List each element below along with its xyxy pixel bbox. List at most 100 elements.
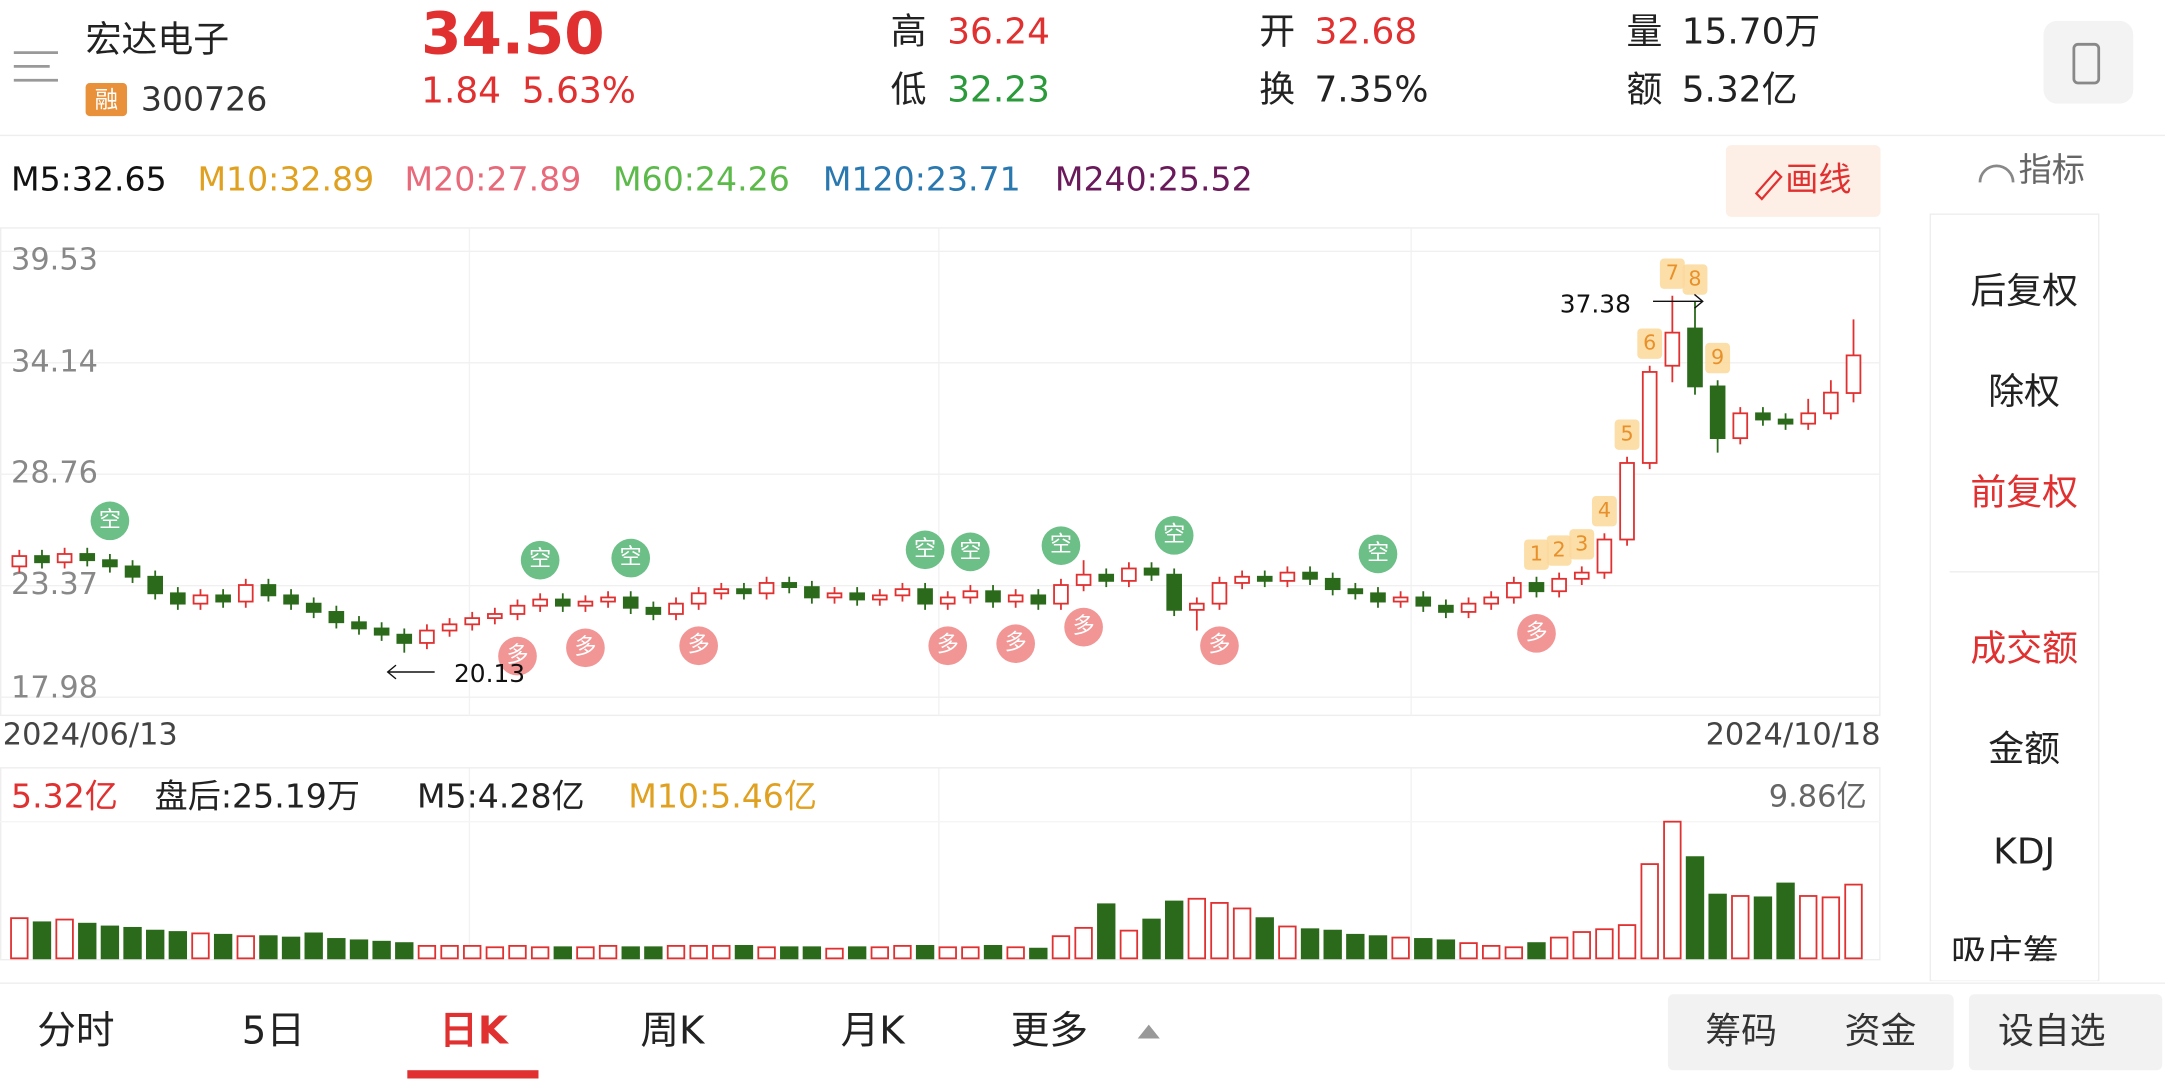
change-pct: 5.63% <box>522 71 636 112</box>
volume-bar <box>304 932 323 960</box>
volume-bar <box>915 944 935 960</box>
volume-bar <box>191 932 210 960</box>
phone-icon <box>2072 42 2101 85</box>
sequence-text: 7 <box>1666 261 1679 285</box>
volume-bar <box>802 946 822 960</box>
watchlist-button[interactable] <box>1968 994 2163 1071</box>
signal-text: 空 <box>1050 532 1072 558</box>
volume-bar <box>123 926 142 960</box>
candle-body <box>283 594 299 605</box>
volume-bar <box>1527 942 1546 960</box>
volume-bar <box>1391 936 1410 960</box>
extreme-label: 20.13 <box>454 659 525 688</box>
candle-body <box>11 555 28 568</box>
volume-bar <box>1821 896 1841 960</box>
stat-label: 额 <box>1627 69 1663 110</box>
sequence-badge <box>1659 258 1685 289</box>
volume-bar <box>1142 918 1161 960</box>
menu-item[interactable]: 金额 <box>1988 729 2060 770</box>
sequence-badge <box>1591 496 1617 527</box>
tab[interactable]: 5日 <box>242 1008 305 1053</box>
candle-body <box>1098 573 1115 582</box>
signal-text: 空 <box>959 538 981 564</box>
stat-value: 32.68 <box>1314 11 1417 52</box>
volume-bar <box>666 944 686 960</box>
volume-tick-label: 9.86亿 <box>1769 780 1867 815</box>
volume-legend: 5.32亿 盘后:25.19万 M5:4.28亿 M10:5.46亿 <box>11 777 817 816</box>
candle-body <box>79 553 96 562</box>
more-arrow <box>1137 1024 1160 1039</box>
sequence-badge <box>1682 264 1708 295</box>
candle-body <box>600 596 616 603</box>
signal-text: 多 <box>1208 632 1230 658</box>
signal-text: 多 <box>506 642 528 668</box>
volume-bar <box>168 931 188 960</box>
volume-bar <box>236 935 255 960</box>
signal-text: 空 <box>914 536 936 562</box>
draw-button[interactable] <box>1725 145 1881 217</box>
candle-body <box>1121 567 1137 582</box>
volume-bar <box>1232 907 1252 960</box>
candle-body <box>1370 592 1386 603</box>
volume-bar <box>1323 929 1342 960</box>
candle-body <box>1506 582 1522 599</box>
volume-bar <box>508 944 527 960</box>
landscape-button[interactable] <box>2043 20 2134 104</box>
tag-text: 融 <box>95 85 118 113</box>
tab[interactable]: 分时 <box>37 1008 114 1053</box>
tab-active[interactable]: 日K <box>439 1008 510 1053</box>
action-button[interactable]: 设自选 <box>1998 1011 2106 1052</box>
menu-icon[interactable] <box>13 51 58 82</box>
menu-item[interactable]: 前复权 <box>1970 472 2078 513</box>
menu-item[interactable]: 成交额 <box>1970 628 2078 669</box>
volume-bar <box>1119 929 1139 960</box>
y-tick-label: 28.76 <box>11 456 98 491</box>
candle-body <box>894 588 911 597</box>
volume-bar <box>1368 935 1388 960</box>
volume-bar <box>1617 924 1637 960</box>
candle-body <box>1211 582 1228 605</box>
volume-bar <box>372 940 391 960</box>
volume-bar <box>689 944 708 960</box>
volume-bar <box>417 944 437 960</box>
action-button[interactable]: 筹码 <box>1705 1011 1777 1052</box>
menu-item[interactable]: 后复权 <box>1970 271 2078 312</box>
draw-button-label: 画线 <box>1785 160 1851 199</box>
candle-body <box>1619 462 1635 541</box>
sequence-text: 9 <box>1711 345 1724 369</box>
candle-body <box>690 592 707 605</box>
candle-body <box>1641 371 1658 464</box>
volume-bar <box>281 936 301 960</box>
indicator-button[interactable]: 指标 <box>2019 150 2085 189</box>
price: 34.50 <box>421 0 604 68</box>
volume-label: 盘后:25.19万 <box>155 777 360 816</box>
candle-body <box>373 627 390 636</box>
volume-bar <box>1595 928 1614 960</box>
stock-name: 宏达电子 <box>86 20 230 61</box>
y-tick-label: 34.14 <box>11 344 98 379</box>
arrow-head <box>386 664 397 680</box>
signal-text: 多 <box>1005 630 1027 656</box>
y-tick-label: 39.53 <box>11 243 98 278</box>
menu-item[interactable]: KDJ <box>1993 831 2055 872</box>
volume-bar <box>1436 939 1456 960</box>
volume-bar <box>1504 946 1524 960</box>
start-date: 2024/06/13 <box>3 718 178 753</box>
volume-bar <box>32 921 52 960</box>
candle-body <box>215 594 231 603</box>
action-button[interactable]: 资金 <box>1845 1011 1917 1052</box>
stat-value: 36.24 <box>947 11 1050 52</box>
tab[interactable]: 更多 <box>1011 1008 1088 1053</box>
candle-body <box>962 590 979 599</box>
menu-item[interactable]: 除权 <box>1988 372 2060 413</box>
signal-badge <box>1064 607 1103 647</box>
signal-text: 空 <box>1367 540 1389 566</box>
candle-body <box>1483 596 1500 605</box>
tab[interactable]: 月K <box>841 1008 907 1053</box>
volume-bar <box>712 944 731 960</box>
signal-text: 空 <box>1163 521 1185 547</box>
sequence-text: 5 <box>1620 422 1633 446</box>
volume-bar <box>621 946 640 960</box>
volume-bar <box>553 946 572 960</box>
tab[interactable]: 周K <box>640 1008 706 1053</box>
